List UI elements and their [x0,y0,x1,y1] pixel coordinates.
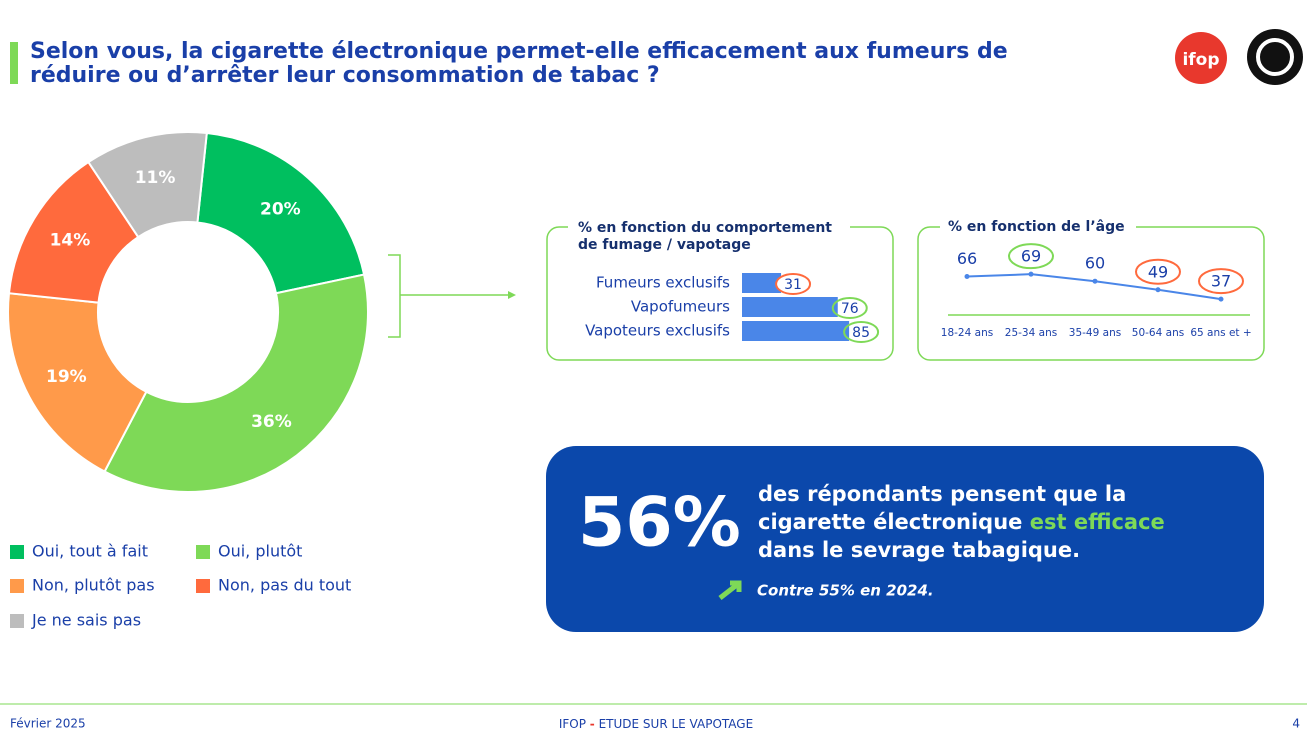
panel-title-bg [940,215,1136,239]
bar-label: Fumeurs exclusifs [596,274,730,292]
slice-label: 14% [50,231,91,251]
page-number: 4 [1292,717,1300,731]
callout-highlight: est efficace [1030,510,1165,534]
bar [742,321,850,341]
point-label: 60 [1085,254,1105,273]
title-bar [10,42,18,84]
bar-value: 31 [784,277,802,293]
callout-text: des répondants pensent que la [758,482,1126,506]
callout-big: 56% [578,484,741,563]
point-label: 49 [1148,262,1168,281]
legend-swatch [196,579,210,593]
trend-arrow [718,580,742,600]
arrow-head [508,291,516,299]
logo-2-mark [1256,38,1294,76]
callout-note: Contre 55% en 2024. [757,582,934,600]
legend-swatch [196,545,210,559]
callout-text: cigarette électronique est efficace [758,510,1165,534]
slice-label: 36% [251,412,292,432]
highlight-ring [1198,268,1244,295]
highlight-ring [1135,258,1181,285]
bar-label: Vapofumeurs [631,298,730,316]
legend-label: Oui, plutôt [218,542,302,561]
point-label: 69 [1021,247,1041,266]
legend-swatch [10,545,24,559]
line-series [966,273,1222,301]
slice-label: 20% [260,199,301,219]
x-tick-label: 65 ans et + [1190,327,1251,339]
logo-text: ifop [1182,50,1219,70]
highlight-ring [775,273,812,295]
highlight-ring [1008,243,1054,270]
bar [742,297,838,317]
logo-ifop [1175,32,1227,84]
logo-2 [1247,29,1303,85]
bar-value: 76 [841,301,859,317]
point-label: 66 [957,249,977,268]
line-point [1155,287,1161,293]
x-tick-label: 35-49 ans [1069,327,1121,339]
x-tick-label: 18-24 ans [941,327,993,339]
bracket [388,254,510,338]
legend-label: Oui, tout à fait [32,542,148,561]
bar-label: Vapoteurs exclusifs [585,322,730,340]
title: réduire ou d’arrêter leur consommation d… [30,63,660,88]
panel [917,226,1265,361]
legend-label: Je ne sais pas [31,611,141,630]
donut-slice [196,131,366,295]
bar-value: 85 [852,325,870,341]
slice-label: 11% [135,168,176,188]
panel-title-bg [568,215,850,255]
footer-title: IFOP - ETUDE SUR LE VAPOTAGE [559,717,753,731]
legend-label: Non, pas du tout [218,576,351,595]
legend-swatch [10,579,24,593]
callout-text: cigarette électronique [758,510,1022,534]
slice-label: 19% [46,367,87,387]
highlight-ring [831,297,868,319]
x-tick-label: 25-34 ans [1005,327,1057,339]
footer-sep: - [590,717,595,731]
panel-title: % en fonction de l’âge [948,219,1125,235]
donut-slice [103,273,369,493]
panel-title: % en fonction du comportement [578,220,832,236]
line-point [964,274,970,280]
x-tick-label: 50-64 ans [1132,327,1184,339]
donut-slice [87,131,208,239]
callout-text: dans le sevrage tabagique. [758,538,1080,562]
line-point [1218,296,1224,302]
callout [546,446,1264,632]
point-label: 37 [1211,272,1231,291]
line-point [1092,278,1098,284]
line-point [1028,271,1034,277]
footer-org: IFOP [559,717,586,731]
highlight-ring [843,321,880,343]
bar [742,273,782,293]
footer-study: ETUDE SUR LE VAPOTAGE [599,717,754,731]
footer-date: Février 2025 [10,717,86,731]
donut-slice [7,292,148,473]
panel-title: de fumage / vapotage [578,237,751,253]
legend-swatch [10,614,24,628]
legend-label: Non, plutôt pas [32,576,155,595]
title: Selon vous, la cigarette électronique pe… [30,39,1008,64]
